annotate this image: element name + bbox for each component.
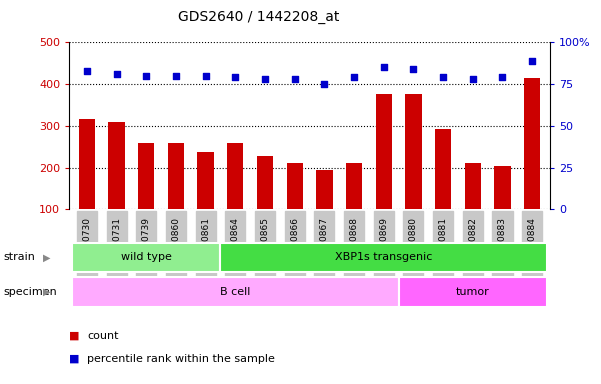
Bar	[316, 170, 332, 209]
Point	[527, 58, 537, 64]
Point	[171, 73, 181, 79]
Bar	[138, 143, 154, 209]
Point	[379, 64, 388, 70]
Bar	[398, 277, 547, 306]
Bar	[287, 163, 303, 209]
Point	[320, 81, 329, 87]
Text: GDS2640 / 1442208_at: GDS2640 / 1442208_at	[178, 10, 339, 23]
Text: B cell: B cell	[220, 287, 251, 297]
Bar	[168, 143, 184, 209]
Text: ▶: ▶	[43, 252, 50, 262]
Bar	[376, 94, 392, 209]
Text: tumor: tumor	[456, 287, 490, 297]
Point	[201, 73, 210, 79]
Bar	[108, 122, 125, 209]
Point	[231, 74, 240, 80]
Point	[290, 76, 299, 82]
Bar	[405, 94, 421, 209]
Text: ■: ■	[69, 331, 79, 341]
Point	[498, 74, 507, 80]
Text: strain: strain	[3, 252, 35, 262]
Point	[349, 74, 359, 80]
Point	[409, 66, 418, 72]
Bar	[257, 156, 273, 209]
Bar	[435, 129, 451, 209]
Bar	[227, 143, 243, 209]
Text: ▶: ▶	[43, 287, 50, 297]
Text: count: count	[87, 331, 118, 341]
Text: XBP1s transgenic: XBP1s transgenic	[335, 252, 432, 262]
Bar	[198, 152, 214, 209]
Bar	[524, 78, 540, 209]
Bar	[346, 163, 362, 209]
Text: specimen: specimen	[3, 287, 56, 297]
Bar	[79, 119, 95, 209]
Bar	[494, 166, 511, 209]
Text: ■: ■	[69, 354, 79, 364]
Point	[82, 68, 92, 74]
Point	[468, 76, 478, 82]
Bar	[465, 163, 481, 209]
Point	[112, 71, 121, 77]
Point	[438, 74, 448, 80]
Point	[260, 76, 270, 82]
Text: percentile rank within the sample: percentile rank within the sample	[87, 354, 275, 364]
Bar	[221, 243, 547, 272]
Bar	[72, 277, 398, 306]
Bar	[72, 243, 221, 272]
Point	[141, 73, 151, 79]
Text: wild type: wild type	[121, 252, 172, 262]
